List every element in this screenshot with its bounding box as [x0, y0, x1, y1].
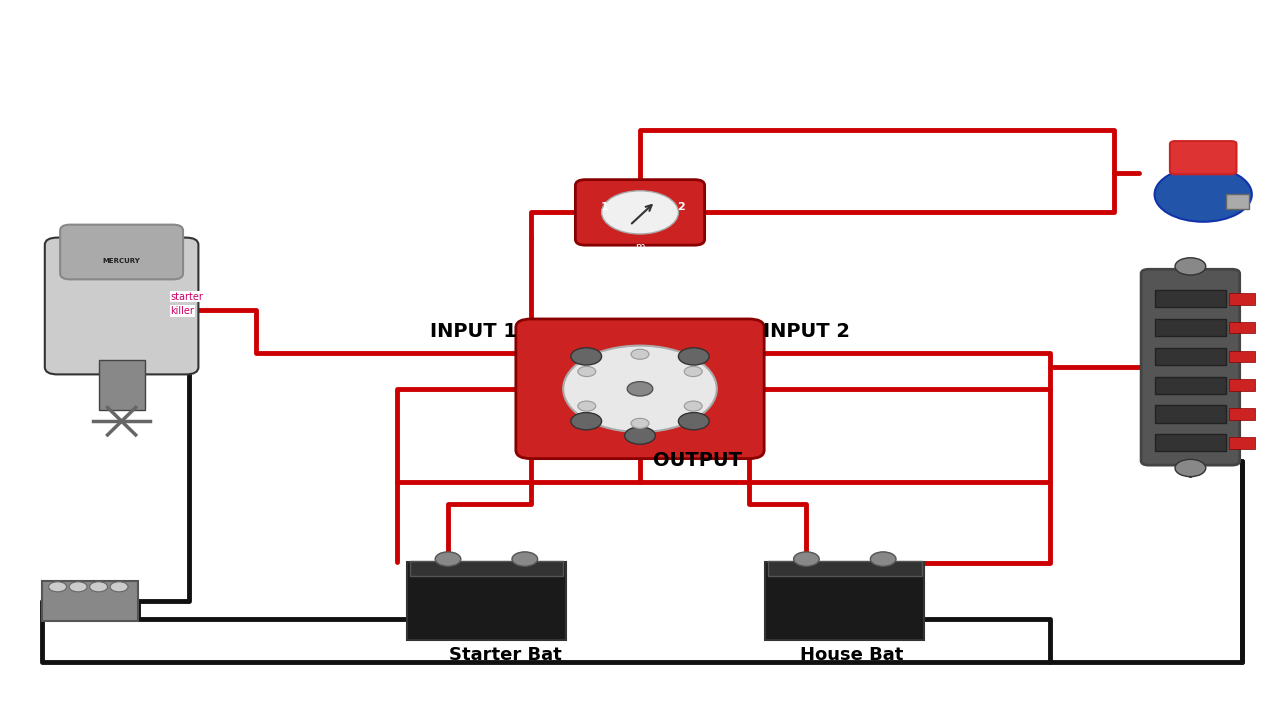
- FancyBboxPatch shape: [1142, 269, 1240, 465]
- Bar: [410, 560, 563, 576]
- Text: killer: killer: [170, 306, 195, 316]
- Bar: [1156, 348, 1226, 365]
- Text: OUTPUT: OUTPUT: [653, 451, 742, 470]
- Text: House Bat: House Bat: [800, 647, 902, 664]
- Text: m: m: [635, 242, 645, 252]
- Circle shape: [602, 191, 678, 234]
- Text: 2: 2: [677, 202, 685, 212]
- Circle shape: [577, 401, 595, 411]
- Circle shape: [49, 582, 67, 592]
- Circle shape: [685, 366, 703, 377]
- Text: MERCURY: MERCURY: [102, 258, 141, 264]
- Circle shape: [110, 582, 128, 592]
- Bar: [1230, 351, 1254, 362]
- Circle shape: [69, 582, 87, 592]
- Circle shape: [631, 418, 649, 428]
- Circle shape: [563, 346, 717, 432]
- Circle shape: [90, 582, 108, 592]
- Circle shape: [678, 413, 709, 430]
- Bar: [1230, 379, 1254, 391]
- Circle shape: [631, 349, 649, 359]
- Circle shape: [1175, 459, 1206, 477]
- Circle shape: [1155, 167, 1252, 222]
- Bar: [1156, 377, 1226, 394]
- Bar: [1230, 322, 1254, 333]
- Circle shape: [794, 552, 819, 566]
- Bar: [1226, 194, 1249, 209]
- FancyBboxPatch shape: [576, 180, 704, 246]
- Bar: [1156, 290, 1226, 307]
- FancyBboxPatch shape: [407, 562, 566, 641]
- Circle shape: [577, 366, 595, 377]
- Text: 1: 1: [600, 202, 608, 212]
- FancyBboxPatch shape: [45, 238, 198, 374]
- Circle shape: [435, 552, 461, 566]
- Bar: [1230, 293, 1254, 305]
- Circle shape: [571, 348, 602, 365]
- Circle shape: [627, 382, 653, 396]
- Circle shape: [685, 401, 703, 411]
- Bar: [1156, 319, 1226, 336]
- Bar: [1230, 408, 1254, 420]
- Circle shape: [678, 348, 709, 365]
- FancyBboxPatch shape: [516, 319, 764, 459]
- FancyBboxPatch shape: [60, 225, 183, 279]
- Circle shape: [1175, 258, 1206, 275]
- Circle shape: [571, 413, 602, 430]
- Bar: [1156, 405, 1226, 423]
- Text: Starter Bat: Starter Bat: [449, 647, 562, 664]
- Text: INPUT 1: INPUT 1: [430, 322, 517, 341]
- Bar: [1230, 437, 1254, 449]
- Circle shape: [870, 552, 896, 566]
- Text: INPUT 2: INPUT 2: [763, 322, 850, 341]
- Text: starter: starter: [170, 292, 204, 302]
- FancyBboxPatch shape: [1170, 141, 1236, 174]
- Bar: [768, 560, 922, 576]
- Bar: [42, 582, 138, 621]
- Circle shape: [512, 552, 538, 566]
- Bar: [99, 360, 145, 410]
- Circle shape: [625, 427, 655, 444]
- Bar: [1156, 434, 1226, 451]
- FancyBboxPatch shape: [765, 562, 924, 641]
